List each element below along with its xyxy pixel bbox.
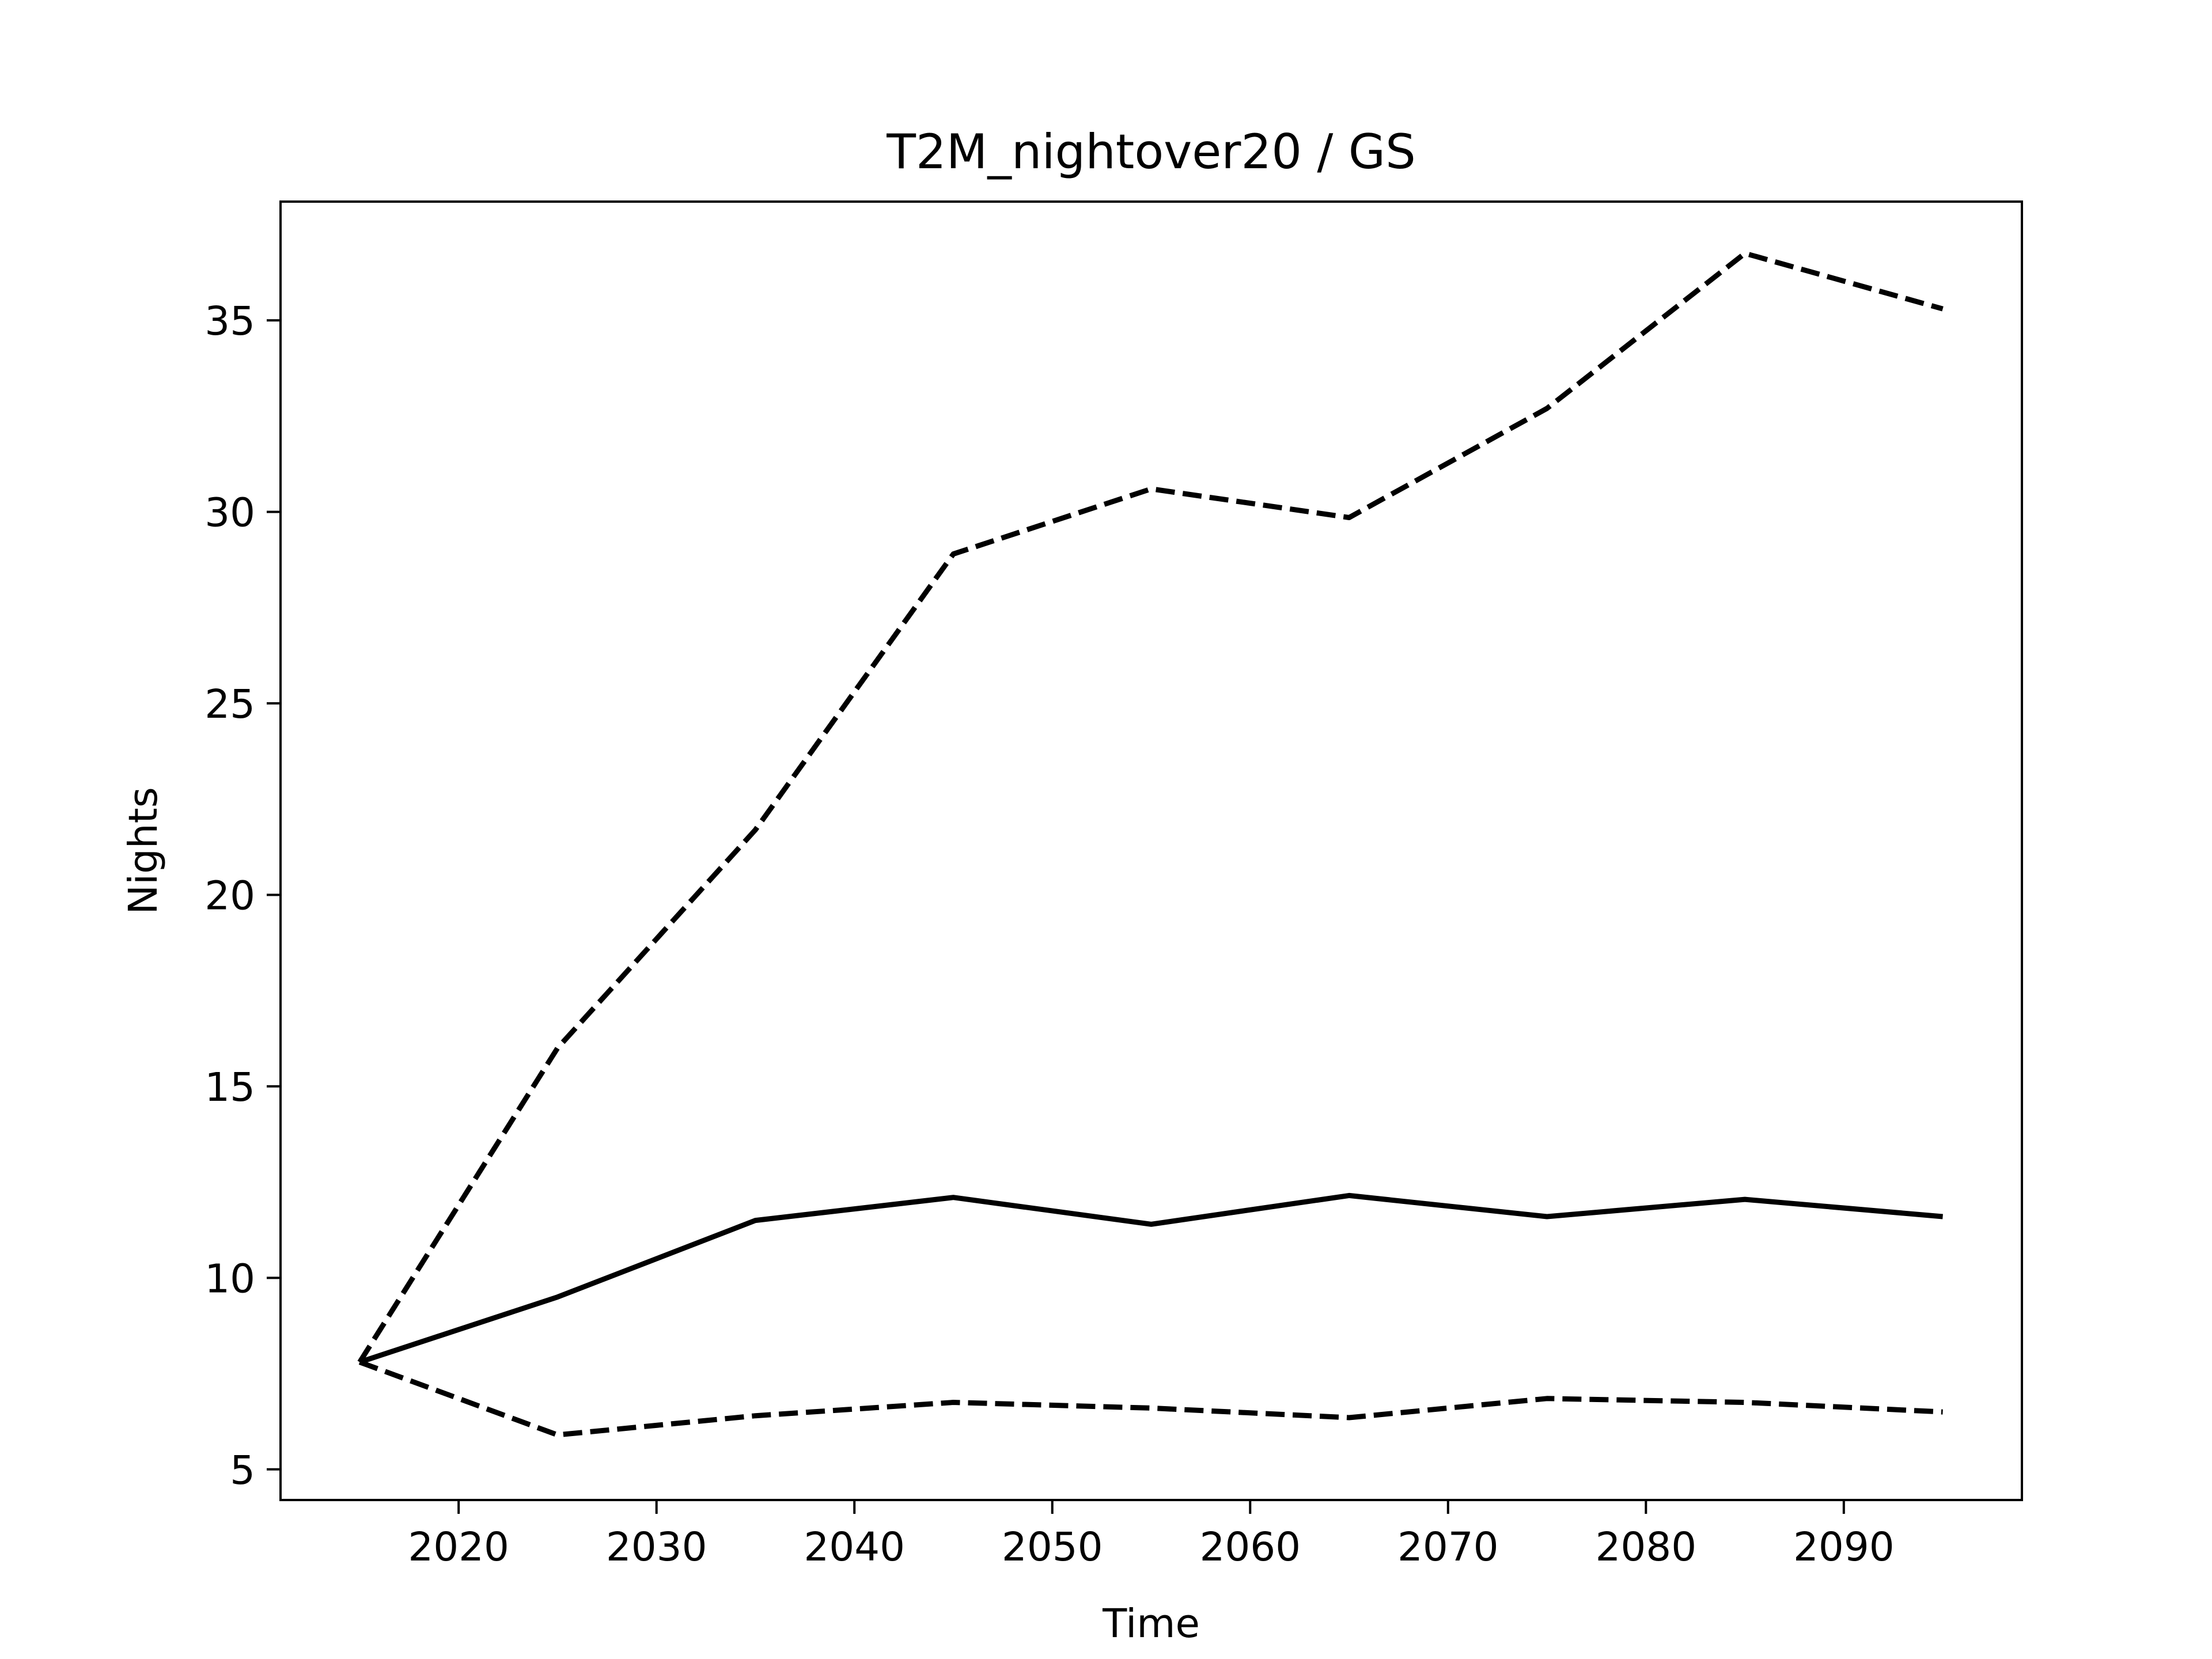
- y-tick-label: 25: [204, 681, 255, 728]
- plot-area-frame: [279, 200, 2023, 1501]
- x-tick-label: 2040: [804, 1524, 905, 1570]
- x-tick-label: 2030: [606, 1524, 707, 1570]
- solid-series-line-0: [358, 1192, 1943, 1365]
- axes-layer: 2020 2030 2040 2050 2060 2070 2080 2090 5 10 15 20 2…: [204, 298, 1894, 1570]
- y-tick-label: 20: [204, 873, 255, 919]
- x-axis-label: Time: [1102, 1601, 1200, 1647]
- y-tick-label: 30: [204, 490, 255, 536]
- x-tick-label: 2070: [1397, 1524, 1499, 1570]
- x-tick-label: 2020: [408, 1524, 509, 1570]
- y-tick-label: 10: [204, 1256, 255, 1302]
- x-tick-label: 2050: [1002, 1524, 1103, 1570]
- y-axis-label: Nights: [120, 787, 166, 914]
- y-tick-label: 15: [204, 1065, 255, 1111]
- y-tick-label: 5: [230, 1448, 255, 1494]
- chart-title: T2M_nightover20 / GS: [886, 124, 1416, 180]
- x-tick-label: 2060: [1199, 1524, 1301, 1570]
- dashed-series-line-1: [357, 251, 1944, 1363]
- x-tick-label: 2080: [1596, 1524, 1697, 1570]
- series-layer: [357, 251, 1944, 1438]
- y-tick-label: 35: [204, 298, 255, 344]
- dashed-series-line-2: [358, 1359, 1943, 1438]
- x-tick-label: 2090: [1793, 1524, 1895, 1570]
